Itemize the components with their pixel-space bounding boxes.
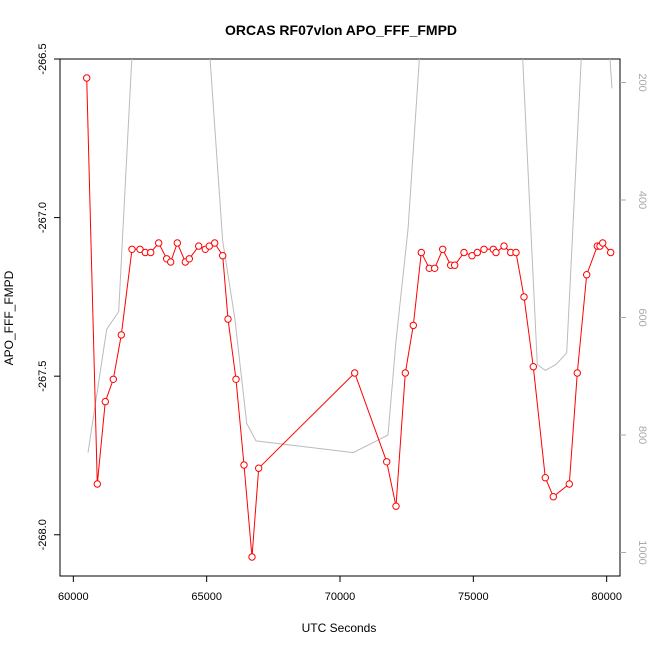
data-point	[417, 248, 425, 257]
data-point	[155, 239, 163, 247]
data-point	[492, 248, 500, 257]
x-tick-label: 80000	[591, 591, 622, 603]
data-point	[468, 252, 476, 260]
primary-series-line	[86, 77, 612, 558]
x-axis-label: UTC Seconds	[302, 621, 377, 635]
x-tick-label: 65000	[191, 591, 222, 603]
data-point	[500, 242, 508, 250]
data-point	[565, 480, 573, 488]
data-point	[101, 397, 110, 406]
data-point	[83, 74, 91, 82]
data-point	[232, 375, 240, 383]
y2-tick-label: 1000	[636, 540, 648, 564]
data-point	[392, 502, 400, 510]
data-point	[255, 464, 263, 472]
y2-tick-label: 600	[636, 308, 648, 326]
y-tick-label: -267.0	[37, 202, 49, 233]
data-point	[195, 242, 203, 250]
data-point	[460, 248, 468, 257]
data-point	[136, 245, 144, 254]
data-point	[439, 245, 447, 254]
data-point	[117, 331, 126, 339]
data-point	[173, 239, 182, 247]
data-point	[248, 553, 256, 561]
data-point	[109, 375, 118, 383]
data-point	[583, 271, 591, 279]
data-point	[599, 239, 607, 247]
y-tick-label: -268.0	[37, 519, 49, 550]
data-point	[211, 239, 219, 247]
data-point	[480, 245, 488, 254]
data-point	[573, 369, 581, 377]
data-point	[185, 255, 194, 263]
data-point	[451, 261, 459, 269]
data-point	[473, 248, 481, 257]
secondary-series-line	[87, 59, 613, 454]
secondary-series	[87, 59, 613, 454]
data-point	[431, 264, 439, 272]
x-tick-label: 70000	[325, 591, 356, 603]
data-point	[93, 480, 102, 488]
data-point	[401, 369, 409, 377]
y-tick-label: -267.5	[37, 361, 49, 392]
data-point	[549, 493, 557, 501]
data-point	[607, 248, 615, 257]
data-point	[541, 474, 549, 482]
data-point	[512, 248, 520, 257]
data-point	[224, 315, 232, 323]
x-tick-label: 60000	[58, 591, 89, 603]
data-point	[520, 293, 528, 301]
data-point	[409, 321, 417, 330]
data-point	[167, 258, 175, 266]
data-point	[128, 245, 136, 254]
data-point	[240, 461, 248, 469]
y-axis-label: APO_FFF_FMPD	[2, 270, 16, 365]
primary-series	[83, 74, 615, 561]
y2-tick-label: 200	[636, 73, 648, 91]
data-point	[147, 248, 155, 257]
y-tick-label: -266.5	[37, 43, 49, 74]
x-tick-label: 75000	[458, 591, 489, 603]
axes: 60000 65000 70000 75000 80000 -268.0 -267.5 -26…	[37, 43, 648, 603]
data-point	[383, 458, 391, 466]
data-point	[529, 363, 537, 371]
chart-title: ORCAS RF07vlon APO_FFF_FMPD	[225, 22, 457, 38]
data-point	[205, 242, 214, 250]
y2-tick-label: 800	[636, 426, 648, 444]
plot-frame	[59, 58, 621, 577]
y2-tick-label: 400	[636, 191, 648, 209]
data-point	[219, 252, 227, 260]
data-point	[351, 369, 359, 377]
